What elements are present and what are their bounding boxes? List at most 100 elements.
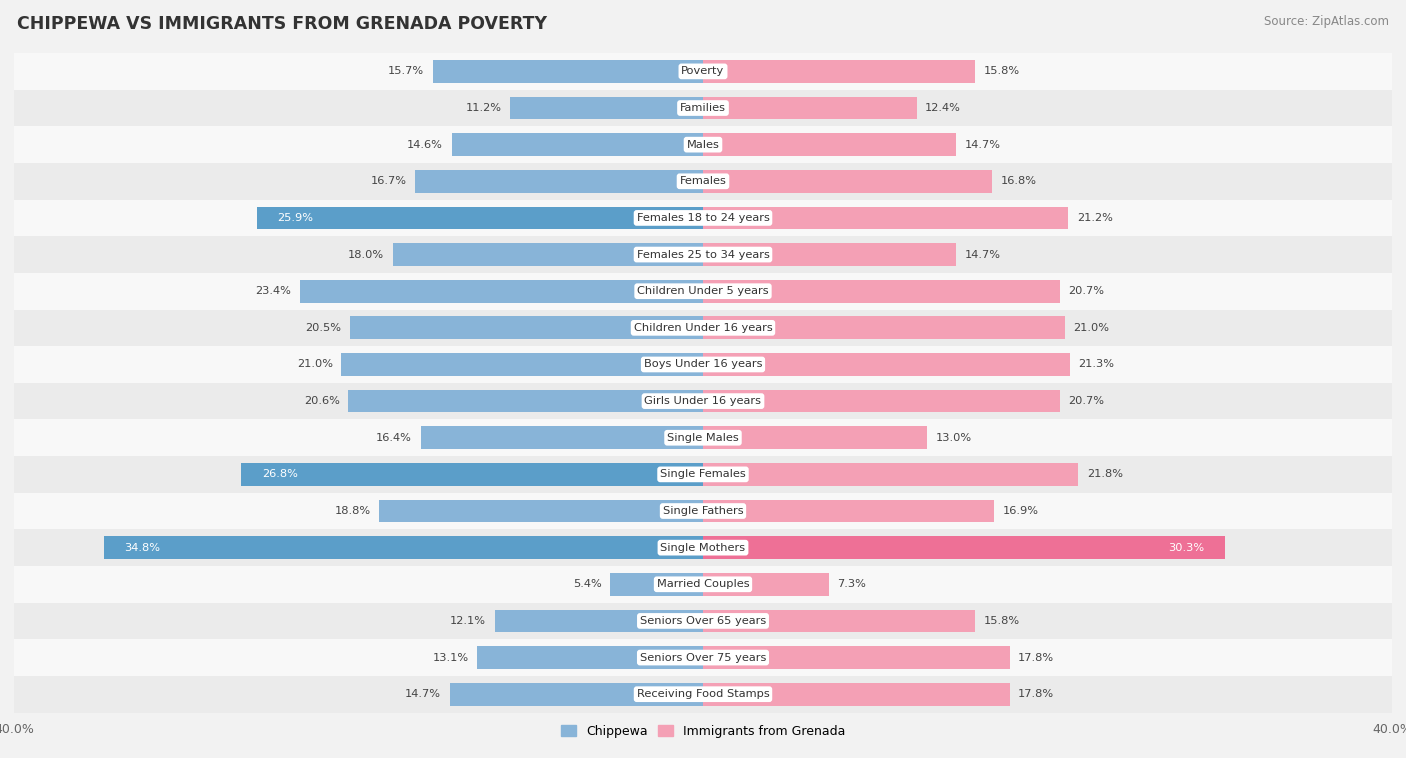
Bar xyxy=(349,390,703,412)
Text: Source: ZipAtlas.com: Source: ZipAtlas.com xyxy=(1264,15,1389,28)
Bar xyxy=(703,207,1069,229)
Text: 34.8%: 34.8% xyxy=(124,543,160,553)
Bar xyxy=(703,500,994,522)
Bar xyxy=(14,199,1392,236)
Text: 12.4%: 12.4% xyxy=(925,103,962,113)
Text: Females 18 to 24 years: Females 18 to 24 years xyxy=(637,213,769,223)
Bar xyxy=(14,603,1392,639)
Text: 7.3%: 7.3% xyxy=(838,579,866,589)
Text: Receiving Food Stamps: Receiving Food Stamps xyxy=(637,689,769,699)
Text: 18.0%: 18.0% xyxy=(349,249,384,259)
Bar xyxy=(14,419,1392,456)
Text: Married Couples: Married Couples xyxy=(657,579,749,589)
Bar xyxy=(14,529,1392,566)
Text: 16.4%: 16.4% xyxy=(375,433,412,443)
Text: Poverty: Poverty xyxy=(682,67,724,77)
Text: 30.3%: 30.3% xyxy=(1168,543,1204,553)
Bar xyxy=(257,207,703,229)
Bar xyxy=(14,456,1392,493)
Bar xyxy=(14,163,1392,199)
Bar xyxy=(703,390,1060,412)
Bar xyxy=(14,309,1392,346)
Bar xyxy=(380,500,703,522)
Text: 21.3%: 21.3% xyxy=(1078,359,1115,369)
Bar xyxy=(478,647,703,669)
Text: 21.2%: 21.2% xyxy=(1077,213,1112,223)
Bar xyxy=(703,647,1010,669)
Text: Single Males: Single Males xyxy=(666,433,740,443)
Text: 20.5%: 20.5% xyxy=(305,323,342,333)
Text: 25.9%: 25.9% xyxy=(277,213,314,223)
Text: Single Fathers: Single Fathers xyxy=(662,506,744,516)
Text: Single Females: Single Females xyxy=(661,469,745,479)
Text: 16.8%: 16.8% xyxy=(1001,177,1038,186)
Bar xyxy=(703,573,828,596)
Bar xyxy=(14,346,1392,383)
Text: Seniors Over 65 years: Seniors Over 65 years xyxy=(640,616,766,626)
Bar xyxy=(703,60,976,83)
Text: 14.7%: 14.7% xyxy=(965,139,1001,149)
Bar xyxy=(14,383,1392,419)
Bar xyxy=(420,427,703,449)
Bar xyxy=(703,280,1060,302)
Bar xyxy=(703,683,1010,706)
Text: 12.1%: 12.1% xyxy=(450,616,486,626)
Text: 11.2%: 11.2% xyxy=(465,103,502,113)
Text: 13.0%: 13.0% xyxy=(935,433,972,443)
Bar xyxy=(703,243,956,266)
Text: 21.0%: 21.0% xyxy=(1073,323,1109,333)
Text: 21.8%: 21.8% xyxy=(1087,469,1123,479)
Bar xyxy=(450,683,703,706)
Text: 17.8%: 17.8% xyxy=(1018,653,1054,662)
Bar xyxy=(451,133,703,156)
Text: 20.7%: 20.7% xyxy=(1069,287,1104,296)
Bar xyxy=(350,317,703,339)
Text: 14.7%: 14.7% xyxy=(965,249,1001,259)
Bar xyxy=(703,353,1070,376)
Bar xyxy=(242,463,703,486)
Bar xyxy=(703,133,956,156)
Text: 16.9%: 16.9% xyxy=(1002,506,1039,516)
Text: Girls Under 16 years: Girls Under 16 years xyxy=(644,396,762,406)
Text: 23.4%: 23.4% xyxy=(256,287,291,296)
Bar xyxy=(703,97,917,119)
Bar xyxy=(14,493,1392,529)
Text: Boys Under 16 years: Boys Under 16 years xyxy=(644,359,762,369)
Bar xyxy=(703,317,1064,339)
Bar xyxy=(342,353,703,376)
Bar xyxy=(703,537,1225,559)
Bar xyxy=(14,639,1392,676)
Bar xyxy=(703,609,976,632)
Bar xyxy=(610,573,703,596)
Bar xyxy=(703,170,993,193)
Bar xyxy=(415,170,703,193)
Text: Children Under 5 years: Children Under 5 years xyxy=(637,287,769,296)
Bar xyxy=(510,97,703,119)
Bar xyxy=(495,609,703,632)
Text: 15.8%: 15.8% xyxy=(984,616,1019,626)
Text: 16.7%: 16.7% xyxy=(371,177,406,186)
Bar xyxy=(703,427,927,449)
Text: Females: Females xyxy=(679,177,727,186)
Bar xyxy=(392,243,703,266)
Bar xyxy=(299,280,703,302)
Text: 15.7%: 15.7% xyxy=(388,67,425,77)
Text: Single Mothers: Single Mothers xyxy=(661,543,745,553)
Bar xyxy=(104,537,703,559)
Text: 21.0%: 21.0% xyxy=(297,359,333,369)
Bar xyxy=(14,566,1392,603)
Text: CHIPPEWA VS IMMIGRANTS FROM GRENADA POVERTY: CHIPPEWA VS IMMIGRANTS FROM GRENADA POVE… xyxy=(17,15,547,33)
Text: 14.7%: 14.7% xyxy=(405,689,441,699)
Bar xyxy=(14,236,1392,273)
Bar xyxy=(14,676,1392,713)
Text: Females 25 to 34 years: Females 25 to 34 years xyxy=(637,249,769,259)
Text: Children Under 16 years: Children Under 16 years xyxy=(634,323,772,333)
Text: Families: Families xyxy=(681,103,725,113)
Text: 13.1%: 13.1% xyxy=(433,653,468,662)
Text: 20.7%: 20.7% xyxy=(1069,396,1104,406)
Text: 15.8%: 15.8% xyxy=(984,67,1019,77)
Text: 26.8%: 26.8% xyxy=(262,469,298,479)
Text: Seniors Over 75 years: Seniors Over 75 years xyxy=(640,653,766,662)
Bar xyxy=(14,89,1392,127)
Bar xyxy=(703,463,1078,486)
